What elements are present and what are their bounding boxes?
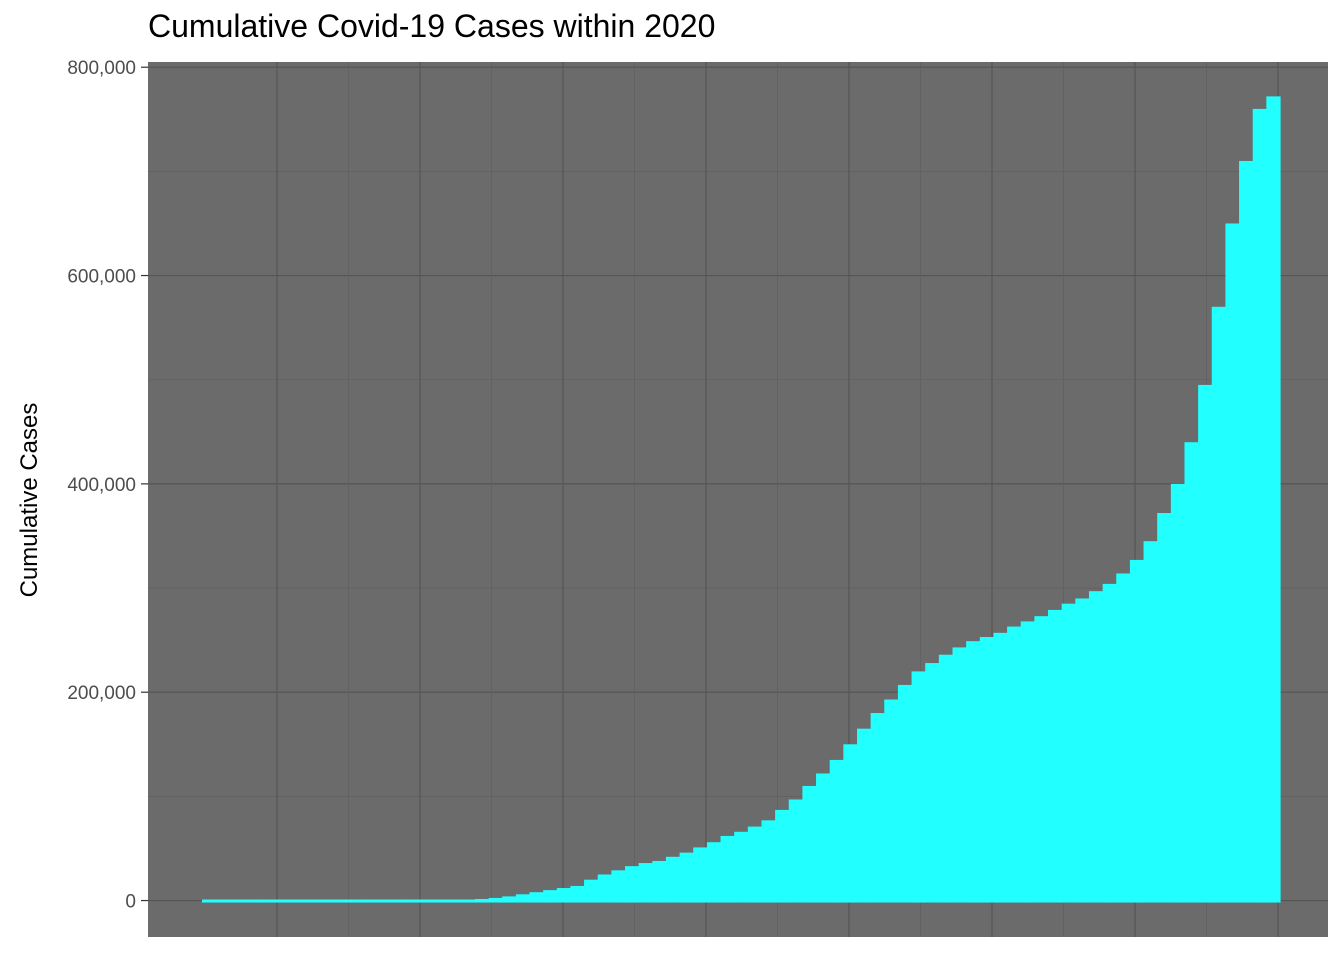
data-bar <box>242 899 258 903</box>
y-tick-label: 800,000 <box>67 58 136 79</box>
data-bar <box>379 899 394 903</box>
data-bar <box>775 809 790 903</box>
grid <box>148 62 1328 937</box>
data-bar <box>584 879 599 903</box>
data-bar <box>897 684 913 903</box>
y-tick-label: 0 <box>125 892 136 913</box>
data-bar <box>406 899 421 903</box>
data-bar <box>788 799 804 903</box>
data-bar <box>1143 541 1158 903</box>
data-bar <box>1102 583 1117 903</box>
data-bar <box>202 899 217 903</box>
y-tick-label: 200,000 <box>67 683 136 704</box>
data-bar <box>652 860 667 903</box>
data-bar <box>311 899 326 903</box>
data-bar <box>502 896 517 903</box>
y-axis: 0 200,000 400,000 600,000 800,000 <box>67 58 148 913</box>
data-bar <box>706 842 722 903</box>
data-bar <box>324 899 340 903</box>
data-bar <box>215 899 230 903</box>
data-bar <box>1075 598 1090 903</box>
chart-title: Cumulative Covid-19 Cases within 2020 <box>148 8 716 44</box>
data-bar <box>1034 616 1049 903</box>
data-bar <box>802 785 817 903</box>
data-bar <box>270 899 285 903</box>
data-bar <box>352 899 367 903</box>
y-tick-label: 600,000 <box>67 267 136 288</box>
data-bar <box>1184 442 1199 903</box>
data-bar <box>952 647 967 903</box>
data-bar <box>761 820 776 903</box>
data-bar <box>1252 108 1267 903</box>
data-bar <box>816 773 831 903</box>
data-bar <box>229 899 244 903</box>
data-bar <box>297 899 312 903</box>
y-tick-label: 400,000 <box>67 475 136 496</box>
data-bar <box>966 641 981 903</box>
data-bar <box>625 866 640 903</box>
data-bar <box>1266 96 1281 903</box>
data-bar <box>393 899 408 903</box>
data-bar <box>638 863 653 903</box>
data-bar <box>611 870 626 903</box>
data-bar <box>488 897 503 903</box>
data-bar <box>420 899 435 903</box>
data-bar <box>1157 513 1172 903</box>
data-bar <box>461 899 476 903</box>
bars <box>202 96 1281 903</box>
data-bar <box>1225 223 1240 903</box>
data-bar <box>665 856 681 903</box>
data-bar <box>1239 160 1254 903</box>
data-bar <box>720 835 735 903</box>
data-bar <box>911 671 926 903</box>
data-bar <box>338 899 353 903</box>
data-bar <box>1048 609 1063 903</box>
data-bar <box>1007 626 1022 903</box>
data-bar <box>747 826 763 903</box>
data-bar <box>515 894 531 903</box>
data-bar <box>1198 384 1213 903</box>
data-bar <box>1020 621 1035 903</box>
data-bar <box>1088 591 1104 903</box>
data-bar <box>1211 306 1227 903</box>
data-bar <box>925 663 940 903</box>
data-bar <box>1116 573 1131 903</box>
data-bar <box>597 874 612 903</box>
data-bar <box>433 899 449 903</box>
data-bar <box>679 852 694 903</box>
data-bar <box>1170 483 1186 903</box>
data-bar <box>556 888 572 903</box>
data-bar <box>856 728 872 903</box>
data-bar <box>474 898 490 903</box>
data-bar <box>979 637 995 903</box>
data-bar <box>870 713 885 903</box>
data-bar <box>884 699 899 903</box>
data-bar <box>829 759 844 903</box>
data-bar <box>365 899 380 903</box>
data-bar <box>1061 603 1076 903</box>
data-bar <box>570 885 585 903</box>
data-bar <box>993 632 1008 903</box>
data-bar <box>283 899 299 903</box>
data-bar <box>529 892 544 903</box>
data-bar <box>1129 559 1145 903</box>
data-bar <box>256 899 271 903</box>
data-bar <box>843 744 858 903</box>
data-bar <box>734 831 749 903</box>
data-bar <box>447 899 462 903</box>
data-bar <box>693 847 708 903</box>
data-bar <box>543 890 558 903</box>
data-bar <box>938 654 954 903</box>
